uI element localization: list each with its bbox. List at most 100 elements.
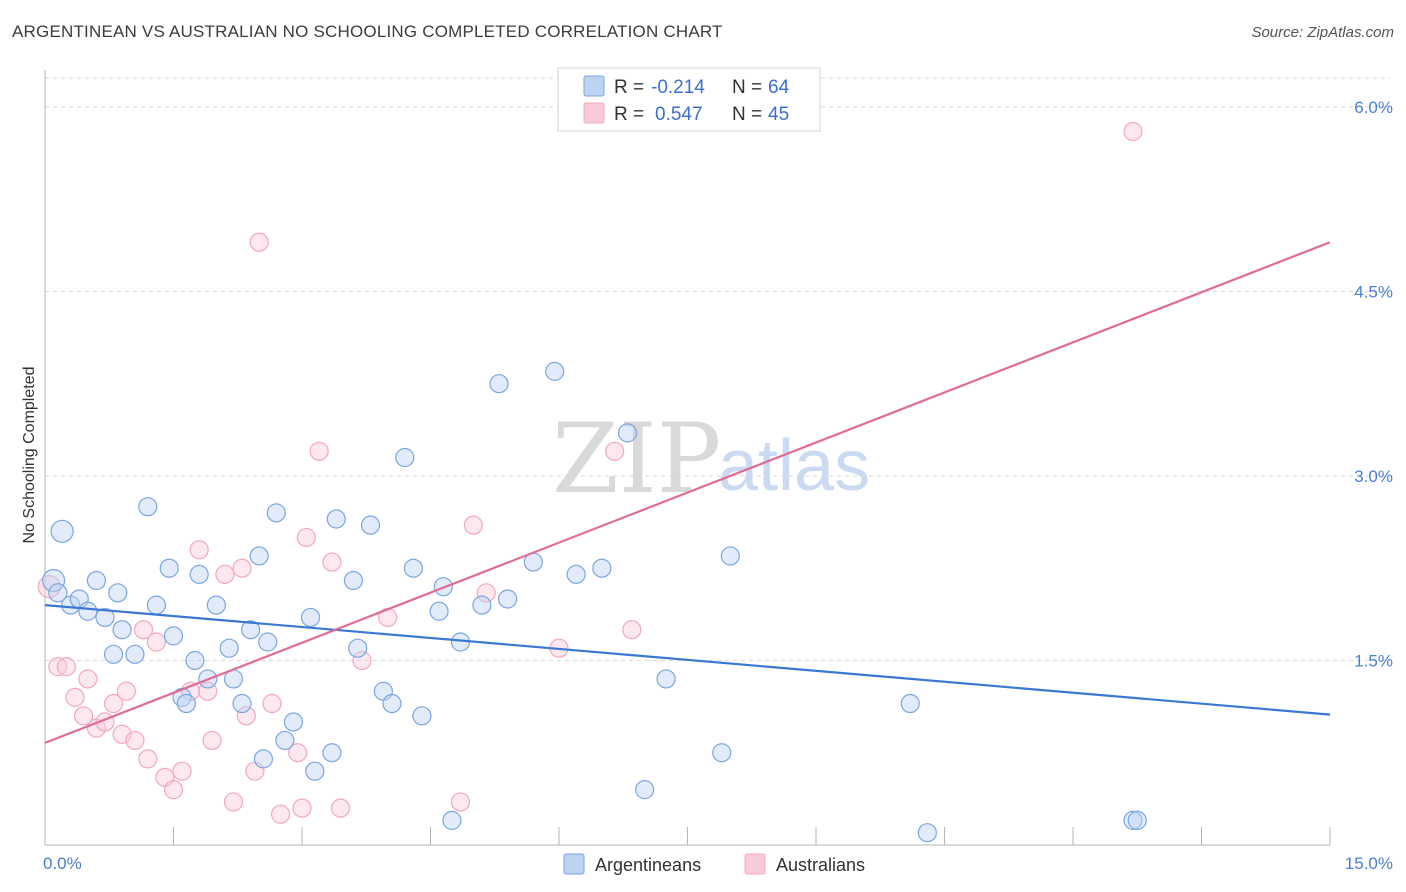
aus-point-14 (146, 632, 166, 652)
legend-swatch-australians (583, 102, 605, 124)
arg-point-26 (253, 749, 274, 769)
bottom-legend-australians: Australians (776, 855, 865, 875)
arg-point-9 (103, 644, 124, 664)
arg-point-8 (112, 620, 132, 640)
correlation-legend: R = -0.214 N = 64 R = 0.547 N = 45 (557, 67, 821, 132)
aus-point-35 (330, 798, 351, 818)
arg-point-55 (635, 780, 655, 800)
aus-point-30 (288, 743, 308, 763)
aus-point-36 (352, 650, 372, 671)
arg-point-5 (86, 570, 107, 591)
arg-point-59 (900, 693, 920, 714)
aus-point-31 (292, 798, 312, 818)
argentineans-trend-line (44, 604, 1331, 716)
aus-point-43 (622, 620, 642, 640)
arg-point-17 (185, 650, 205, 671)
legend-swatch-argentineans (583, 75, 605, 97)
aus-point-23 (223, 792, 244, 812)
arg-point-47 (472, 595, 492, 615)
legend-r-label-2: R = (614, 104, 644, 125)
aus-point-11 (125, 730, 145, 751)
aus-point-4 (73, 706, 94, 726)
arg-point-24 (241, 620, 261, 640)
aus-point-2 (56, 657, 77, 677)
arg-point-21 (219, 638, 239, 658)
australians-points (37, 121, 1143, 824)
arg-point-18 (189, 564, 209, 584)
x-tick-label-1: 15.0% (1345, 854, 1393, 873)
argentineans-points (41, 361, 1147, 843)
y-tick-label-3: 6.0% (1354, 98, 1393, 117)
arg-point-56 (656, 669, 676, 689)
arg-point-6 (95, 607, 115, 628)
arg-point-63 (1127, 810, 1147, 830)
arg-point-51 (545, 361, 565, 381)
arg-point-31 (300, 607, 321, 628)
aus-point-42 (605, 441, 625, 461)
aus-point-22 (215, 564, 235, 584)
x-tick-label-0: 0.0% (43, 854, 82, 873)
aus-point-38 (450, 792, 471, 812)
trend-lines (44, 241, 1331, 744)
australians-trend-line (44, 241, 1331, 744)
aus-point-16 (163, 780, 184, 800)
aus-point-10 (116, 681, 136, 701)
legend-r-label-1: R = (614, 77, 644, 98)
arg-point-58 (720, 546, 740, 566)
aus-point-40 (476, 583, 496, 603)
axes (44, 70, 1331, 846)
arg-point-14 (163, 626, 184, 646)
arg-point-39 (382, 693, 402, 714)
aus-point-12 (133, 620, 154, 640)
arg-point-57 (712, 743, 732, 763)
watermark-zip: ZIP (552, 403, 721, 515)
aus-point-33 (309, 441, 329, 461)
arg-point-54 (617, 423, 638, 443)
series-legend: Argentineans Australians (563, 853, 865, 875)
arg-point-60 (917, 823, 937, 843)
aus-point-29 (270, 804, 291, 824)
aus-point-21 (202, 730, 222, 751)
aus-point-3 (65, 687, 85, 707)
legend-r-value-2: 0.547 (655, 104, 703, 125)
arg-point-29 (275, 730, 295, 751)
bottom-legend-swatch-argentineans (563, 853, 585, 875)
arg-point-45 (442, 810, 462, 830)
arg-point-10 (125, 644, 145, 664)
arg-point-33 (322, 743, 342, 763)
aus-point-32 (296, 527, 316, 548)
arg-point-62 (48, 583, 68, 603)
aus-point-28 (262, 693, 282, 714)
aus-point-17 (172, 761, 192, 781)
aus-point-34 (322, 552, 342, 572)
aus-point-13 (138, 749, 158, 769)
y-tick-label-0: 1.5% (1354, 651, 1393, 670)
y-tick-label-1: 3.0% (1354, 467, 1393, 486)
arg-point-12 (146, 595, 166, 615)
arg-point-13 (159, 558, 179, 578)
chart-title: ARGENTINEAN VS AUSTRALIAN NO SCHOOLING C… (12, 22, 723, 41)
arg-point-20 (206, 595, 226, 615)
arg-point-41 (403, 558, 423, 578)
arg-point-36 (348, 638, 368, 658)
arg-point-35 (343, 570, 363, 591)
aus-point-39 (463, 515, 483, 535)
arg-point-27 (258, 632, 278, 652)
aus-point-0 (37, 575, 61, 599)
arg-point-7 (108, 583, 128, 603)
legend-n-label-2: N = (732, 104, 762, 125)
aus-point-8 (103, 693, 124, 714)
legend-r-value-1: -0.214 (651, 77, 705, 98)
arg-point-4 (78, 601, 98, 621)
watermark-atlas: atlas (718, 426, 870, 506)
arg-point-37 (360, 515, 381, 535)
arg-point-40 (395, 447, 415, 468)
arg-point-52 (566, 564, 586, 584)
y-axis-label: No Schooling Completed (21, 367, 38, 544)
arg-point-16 (176, 693, 196, 714)
arg-point-25 (249, 546, 269, 566)
aus-point-27 (249, 232, 269, 252)
x-tick-labels: 0.0% 15.0% (43, 854, 1393, 873)
arg-point-49 (498, 589, 518, 609)
